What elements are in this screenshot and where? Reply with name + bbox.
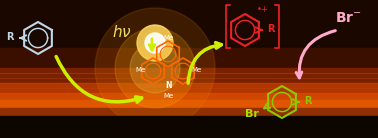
Text: R: R (267, 24, 275, 34)
Text: Me: Me (163, 35, 173, 41)
Text: •+: •+ (257, 5, 269, 14)
Circle shape (145, 33, 165, 53)
Circle shape (95, 8, 215, 128)
Bar (0, 83, 378, 93)
Bar (0, 68, 378, 83)
Bar (0, 108, 378, 118)
Circle shape (130, 43, 180, 93)
Bar (0, 118, 378, 138)
Bar (0, 0, 378, 48)
Bar (0, 48, 378, 68)
Bar (0, 100, 378, 108)
Text: Me: Me (135, 67, 145, 73)
Text: Me: Me (191, 67, 201, 73)
Text: R: R (304, 96, 312, 106)
Text: N: N (165, 82, 171, 91)
Bar (0, 116, 378, 138)
Circle shape (115, 28, 195, 108)
Text: $h\nu$: $h\nu$ (112, 24, 132, 40)
Circle shape (137, 25, 173, 61)
Text: R: R (6, 32, 14, 42)
Bar (0, 93, 378, 100)
Text: Br$^{-}$: Br$^{-}$ (335, 11, 361, 25)
Text: Br: Br (245, 109, 259, 119)
Text: Me: Me (163, 93, 173, 99)
